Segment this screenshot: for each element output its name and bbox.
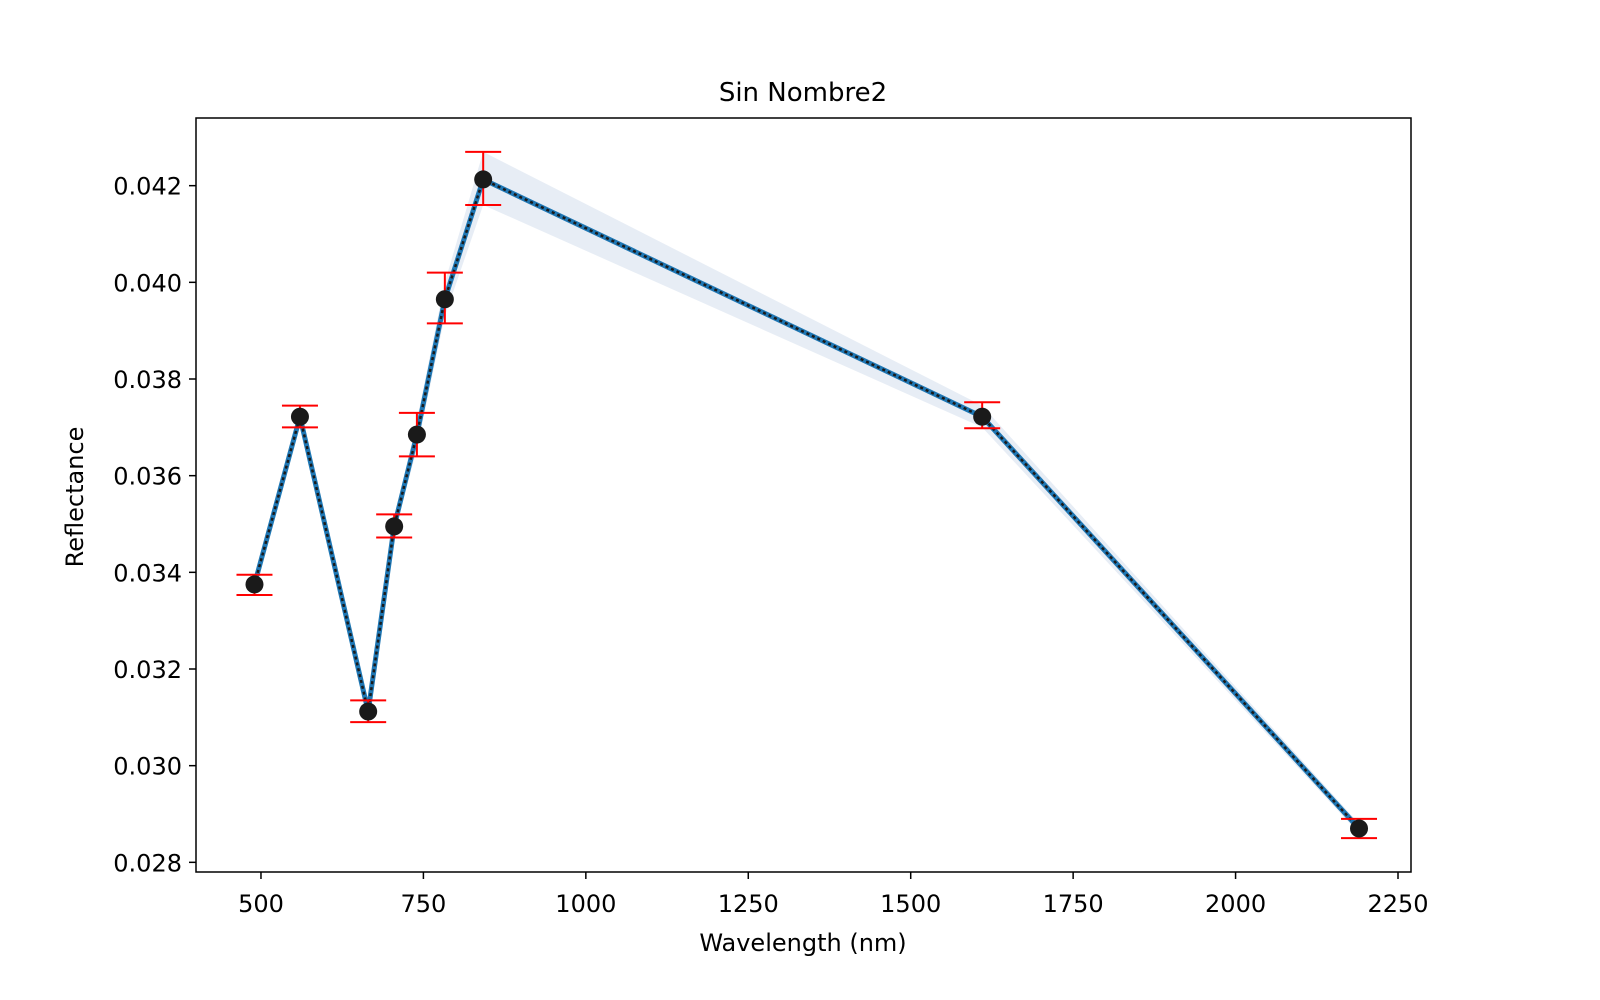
x-tick-label: 2250 — [1367, 890, 1428, 918]
x-tick-label: 750 — [401, 890, 447, 918]
uncertainty-band — [254, 151, 1360, 834]
x-tick-label: 1250 — [718, 890, 779, 918]
y-tick-label: 0.032 — [113, 656, 182, 684]
data-point — [1350, 819, 1369, 838]
x-tick-label: 1000 — [555, 890, 616, 918]
series-line — [252, 176, 1361, 831]
y-tick-label: 0.042 — [113, 173, 182, 201]
x-tick-label: 1500 — [880, 890, 941, 918]
series-line-main — [252, 176, 1361, 831]
x-tick-label: 2000 — [1205, 890, 1266, 918]
x-axis-ticks: 500 750 1000 1250 1500 1750 2000 2250 — [238, 872, 1429, 918]
data-point — [359, 702, 378, 721]
data-point — [385, 517, 404, 536]
data-point — [290, 407, 309, 426]
x-tick-label: 500 — [238, 890, 284, 918]
uncertainty-band-area — [254, 151, 1360, 834]
error-bars — [236, 150, 1378, 840]
series-line-overlay — [253, 177, 1360, 830]
y-tick-label: 0.030 — [113, 753, 182, 781]
plot-frame — [195, 117, 1412, 873]
data-point — [474, 170, 493, 189]
y-axis-label: Reflectance — [61, 427, 89, 568]
x-tick-label: 1750 — [1043, 890, 1104, 918]
y-tick-label: 0.028 — [113, 849, 182, 877]
data-point — [435, 290, 454, 309]
y-tick-label: 0.036 — [113, 463, 182, 491]
data-point — [407, 425, 426, 444]
x-axis-label: Wavelength (nm) — [699, 929, 906, 957]
y-tick-label: 0.034 — [113, 559, 182, 587]
data-point — [245, 575, 264, 594]
y-tick-label: 0.038 — [113, 366, 182, 394]
chart-title: Sin Nombre2 — [719, 78, 887, 108]
y-axis-ticks: 0.028 0.030 0.032 0.034 0.036 0.038 0.040 0.042 — [113, 173, 196, 877]
data-points — [245, 170, 1369, 838]
y-tick-label: 0.040 — [113, 269, 182, 297]
data-point — [973, 407, 992, 426]
